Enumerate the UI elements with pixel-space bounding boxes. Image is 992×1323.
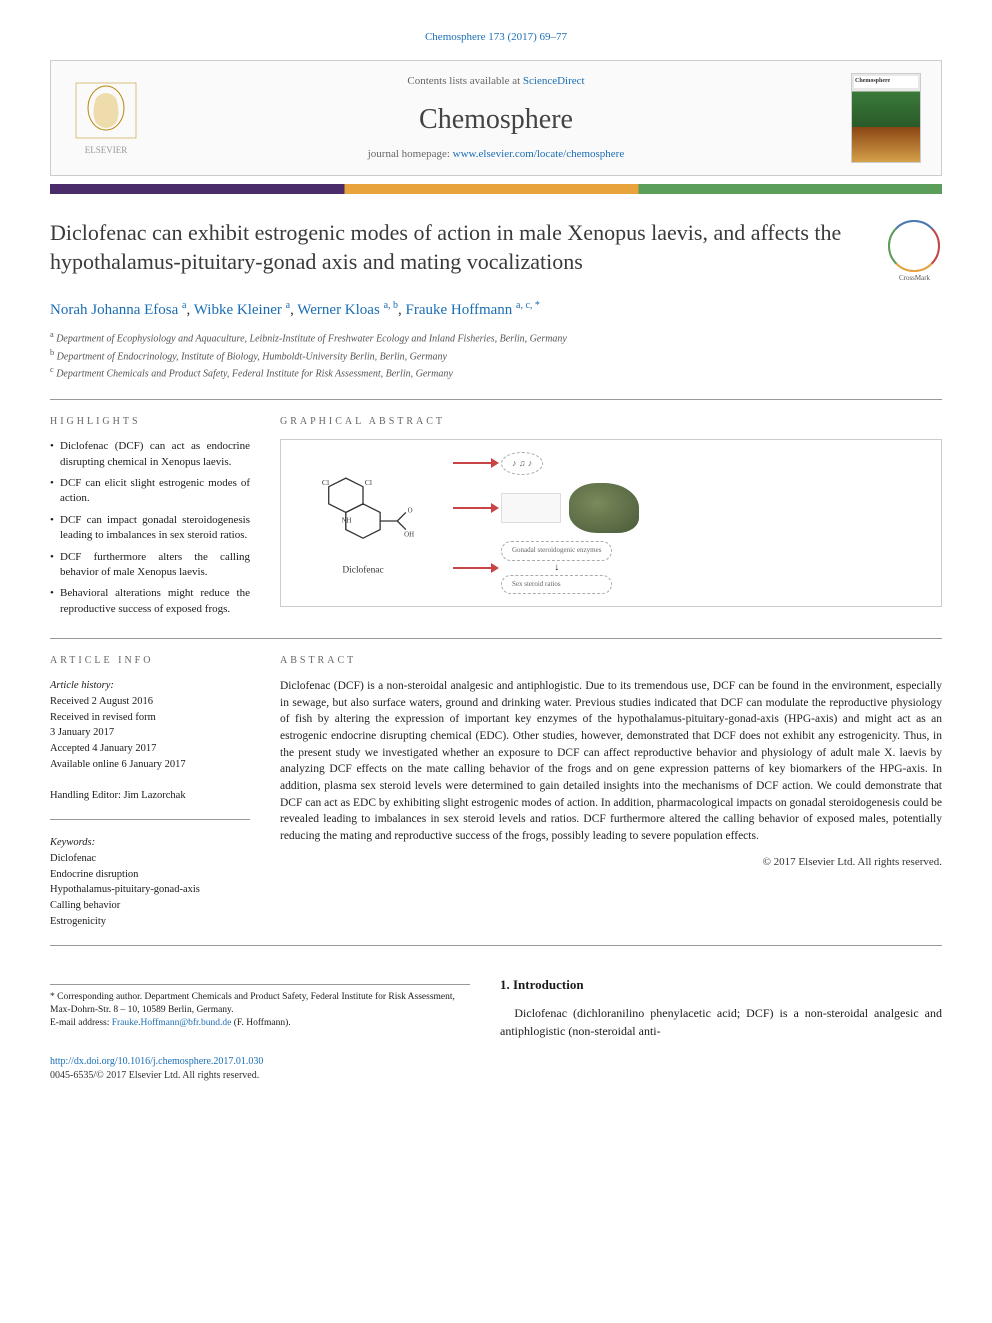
keyword-item: Estrogenicity — [50, 914, 250, 930]
ga-frog-image — [569, 483, 639, 533]
abstract-label: ABSTRACT — [280, 654, 942, 668]
doi-link[interactable]: http://dx.doi.org/10.1016/j.chemosphere.… — [50, 1056, 263, 1067]
contents-line: Contents lists available at ScienceDirec… — [141, 74, 851, 89]
article-info-label: ARTICLE INFO — [50, 654, 250, 668]
citation-bar: Chemosphere 173 (2017) 69–77 — [50, 30, 942, 45]
crossmark-badge[interactable]: CrossMark — [887, 219, 942, 284]
info-abstract-row: ARTICLE INFO Article history: Received 2… — [50, 654, 942, 930]
svg-text:ELSEVIER: ELSEVIER — [85, 145, 128, 155]
divider — [50, 399, 942, 400]
graphical-abstract-label: GRAPHICAL ABSTRACT — [280, 415, 942, 429]
divider — [50, 819, 250, 820]
svg-text:Cl: Cl — [365, 478, 372, 487]
highlight-item: DCF can impact gonadal steroidogenesis l… — [50, 513, 250, 544]
copyright: © 2017 Elsevier Ltd. All rights reserved… — [280, 855, 942, 870]
article-title: Diclofenac can exhibit estrogenic modes … — [50, 219, 872, 276]
doi-line: http://dx.doi.org/10.1016/j.chemosphere.… — [50, 1055, 942, 1069]
svg-text:Cl: Cl — [322, 478, 329, 487]
highlight-item: Behavioral alterations might reduce the … — [50, 586, 250, 617]
authors-line: Norah Johanna Efosa a, Wibke Kleiner a, … — [50, 299, 942, 321]
highlights-label: HIGHLIGHTS — [50, 415, 250, 429]
highlight-item: DCF furthermore alters the calling behav… — [50, 550, 250, 581]
highlight-item: DCF can elicit slight estrogenic modes o… — [50, 476, 250, 507]
divider — [50, 945, 942, 946]
highlights-list: Diclofenac (DCF) can act as endocrine di… — [50, 439, 250, 617]
ga-results: ♪ ♫ ♪ Gonadal steroidogenic enzymes ↓ Se… — [453, 452, 929, 594]
author-link[interactable]: Wibke Kleiner — [194, 302, 282, 318]
highlight-item: Diclofenac (DCF) can act as endocrine di… — [50, 439, 250, 470]
crossmark-label: CrossMark — [887, 274, 942, 284]
highlights-graphical-row: HIGHLIGHTS Diclofenac (DCF) can act as e… — [50, 415, 942, 623]
intro-text: Diclofenac (dichloranilino phenylacetic … — [500, 1004, 942, 1040]
ga-arrow — [453, 462, 493, 464]
ga-molecule: Cl Cl NH O OH Diclofenac — [293, 461, 433, 586]
divider — [50, 638, 942, 639]
journal-cover-thumb — [851, 73, 921, 163]
keywords-block: Keywords: DiclofenacEndocrine disruption… — [50, 835, 250, 930]
ga-arrow — [453, 507, 493, 509]
ga-arrow — [453, 567, 493, 569]
author-link[interactable]: Frauke Hoffmann — [406, 302, 513, 318]
keyword-item: Calling behavior — [50, 898, 250, 914]
title-row: Diclofenac can exhibit estrogenic modes … — [50, 219, 942, 284]
elsevier-logo: ELSEVIER — [71, 78, 141, 158]
author-link[interactable]: Werner Kloas — [297, 302, 380, 318]
sciencedirect-link[interactable]: ScienceDirect — [523, 75, 585, 87]
journal-header: ELSEVIER Contents lists available at Sci… — [50, 60, 942, 176]
citation-link[interactable]: Chemosphere 173 (2017) 69–77 — [425, 31, 567, 43]
issn-line: 0045-6535/© 2017 Elsevier Ltd. All right… — [50, 1069, 942, 1083]
svg-text:NH: NH — [342, 517, 352, 524]
header-center: Contents lists available at ScienceDirec… — [141, 74, 851, 162]
homepage-line: journal homepage: www.elsevier.com/locat… — [141, 147, 851, 162]
homepage-link[interactable]: www.elsevier.com/locate/chemosphere — [453, 148, 625, 160]
svg-text:O: O — [408, 507, 413, 514]
journal-name: Chemosphere — [141, 100, 851, 139]
color-bar — [50, 184, 942, 194]
intro-section: * Corresponding author. Department Chemi… — [50, 976, 942, 1040]
graphical-abstract-figure: Cl Cl NH O OH Diclofenac ♪ ♫ ♪ — [280, 439, 942, 607]
svg-text:Diclofenac: Diclofenac — [342, 564, 383, 575]
abstract-text: Diclofenac (DCF) is a non-steroidal anal… — [280, 678, 942, 845]
keyword-item: Endocrine disruption — [50, 867, 250, 883]
ga-mini-chart — [501, 493, 561, 523]
ga-enzyme-bubble: Gonadal steroidogenic enzymes ↓ Sex ster… — [501, 541, 612, 595]
affiliations: a Department of Ecophysiology and Aquacu… — [50, 329, 942, 381]
keyword-item: Hypothalamus-pituitary-gonad-axis — [50, 882, 250, 898]
ga-music-bubble: ♪ ♫ ♪ — [501, 452, 543, 475]
author-link[interactable]: Norah Johanna Efosa — [50, 302, 178, 318]
svg-text:OH: OH — [404, 531, 414, 538]
article-history: Article history: Received 2 August 2016 … — [50, 678, 250, 804]
email-link[interactable]: Frauke.Hoffmann@bfr.bund.de — [112, 1018, 232, 1028]
corresponding-author: * Corresponding author. Department Chemi… — [50, 984, 470, 1031]
intro-heading: 1. Introduction — [500, 976, 942, 994]
keyword-item: Diclofenac — [50, 851, 250, 867]
